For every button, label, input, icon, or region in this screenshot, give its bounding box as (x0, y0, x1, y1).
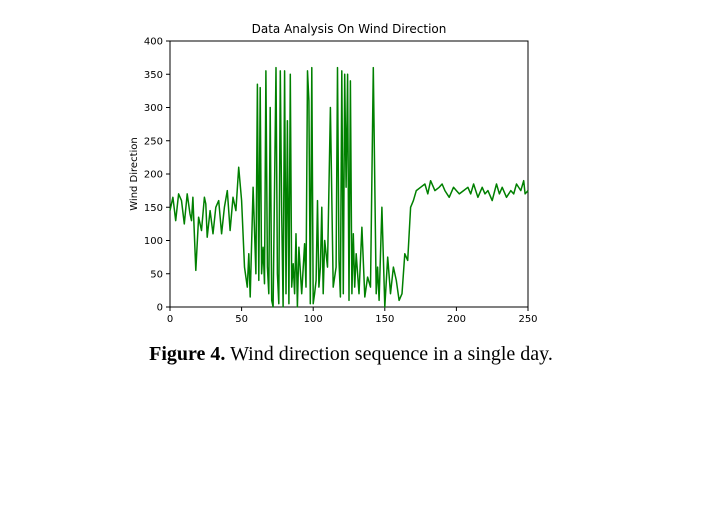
y-tick-label: 200 (144, 170, 163, 181)
x-tick-label: 100 (304, 314, 323, 325)
caption-label: Figure 4. (149, 343, 226, 365)
x-axis-ticks: 0 50 100 150 200 250 (167, 307, 538, 325)
x-tick-label: 250 (518, 314, 537, 325)
wind-direction-series-line (169, 66, 529, 308)
y-tick-label: 400 (144, 37, 163, 48)
x-tick-label: 0 (167, 314, 173, 325)
y-axis-label: Wind Direction (129, 137, 140, 211)
chart-title: Data Analysis On Wind Direction (252, 22, 447, 36)
caption-text: Wind direction sequence in a single day. (230, 343, 553, 365)
y-tick-label: 100 (144, 236, 163, 247)
y-axis-ticks: 0 50 100 150 200 250 300 350 400 (144, 37, 170, 314)
x-tick-label: 50 (235, 314, 248, 325)
y-tick-label: 0 (157, 303, 163, 314)
y-tick-label: 150 (144, 203, 163, 214)
y-tick-label: 350 (144, 70, 163, 81)
x-tick-label: 200 (447, 314, 466, 325)
y-tick-label: 250 (144, 136, 163, 147)
x-tick-label: 150 (375, 314, 394, 325)
y-tick-label: 50 (150, 269, 163, 280)
y-tick-label: 300 (144, 103, 163, 114)
figure-caption: Figure 4. Wind direction sequence in a s… (0, 343, 702, 366)
